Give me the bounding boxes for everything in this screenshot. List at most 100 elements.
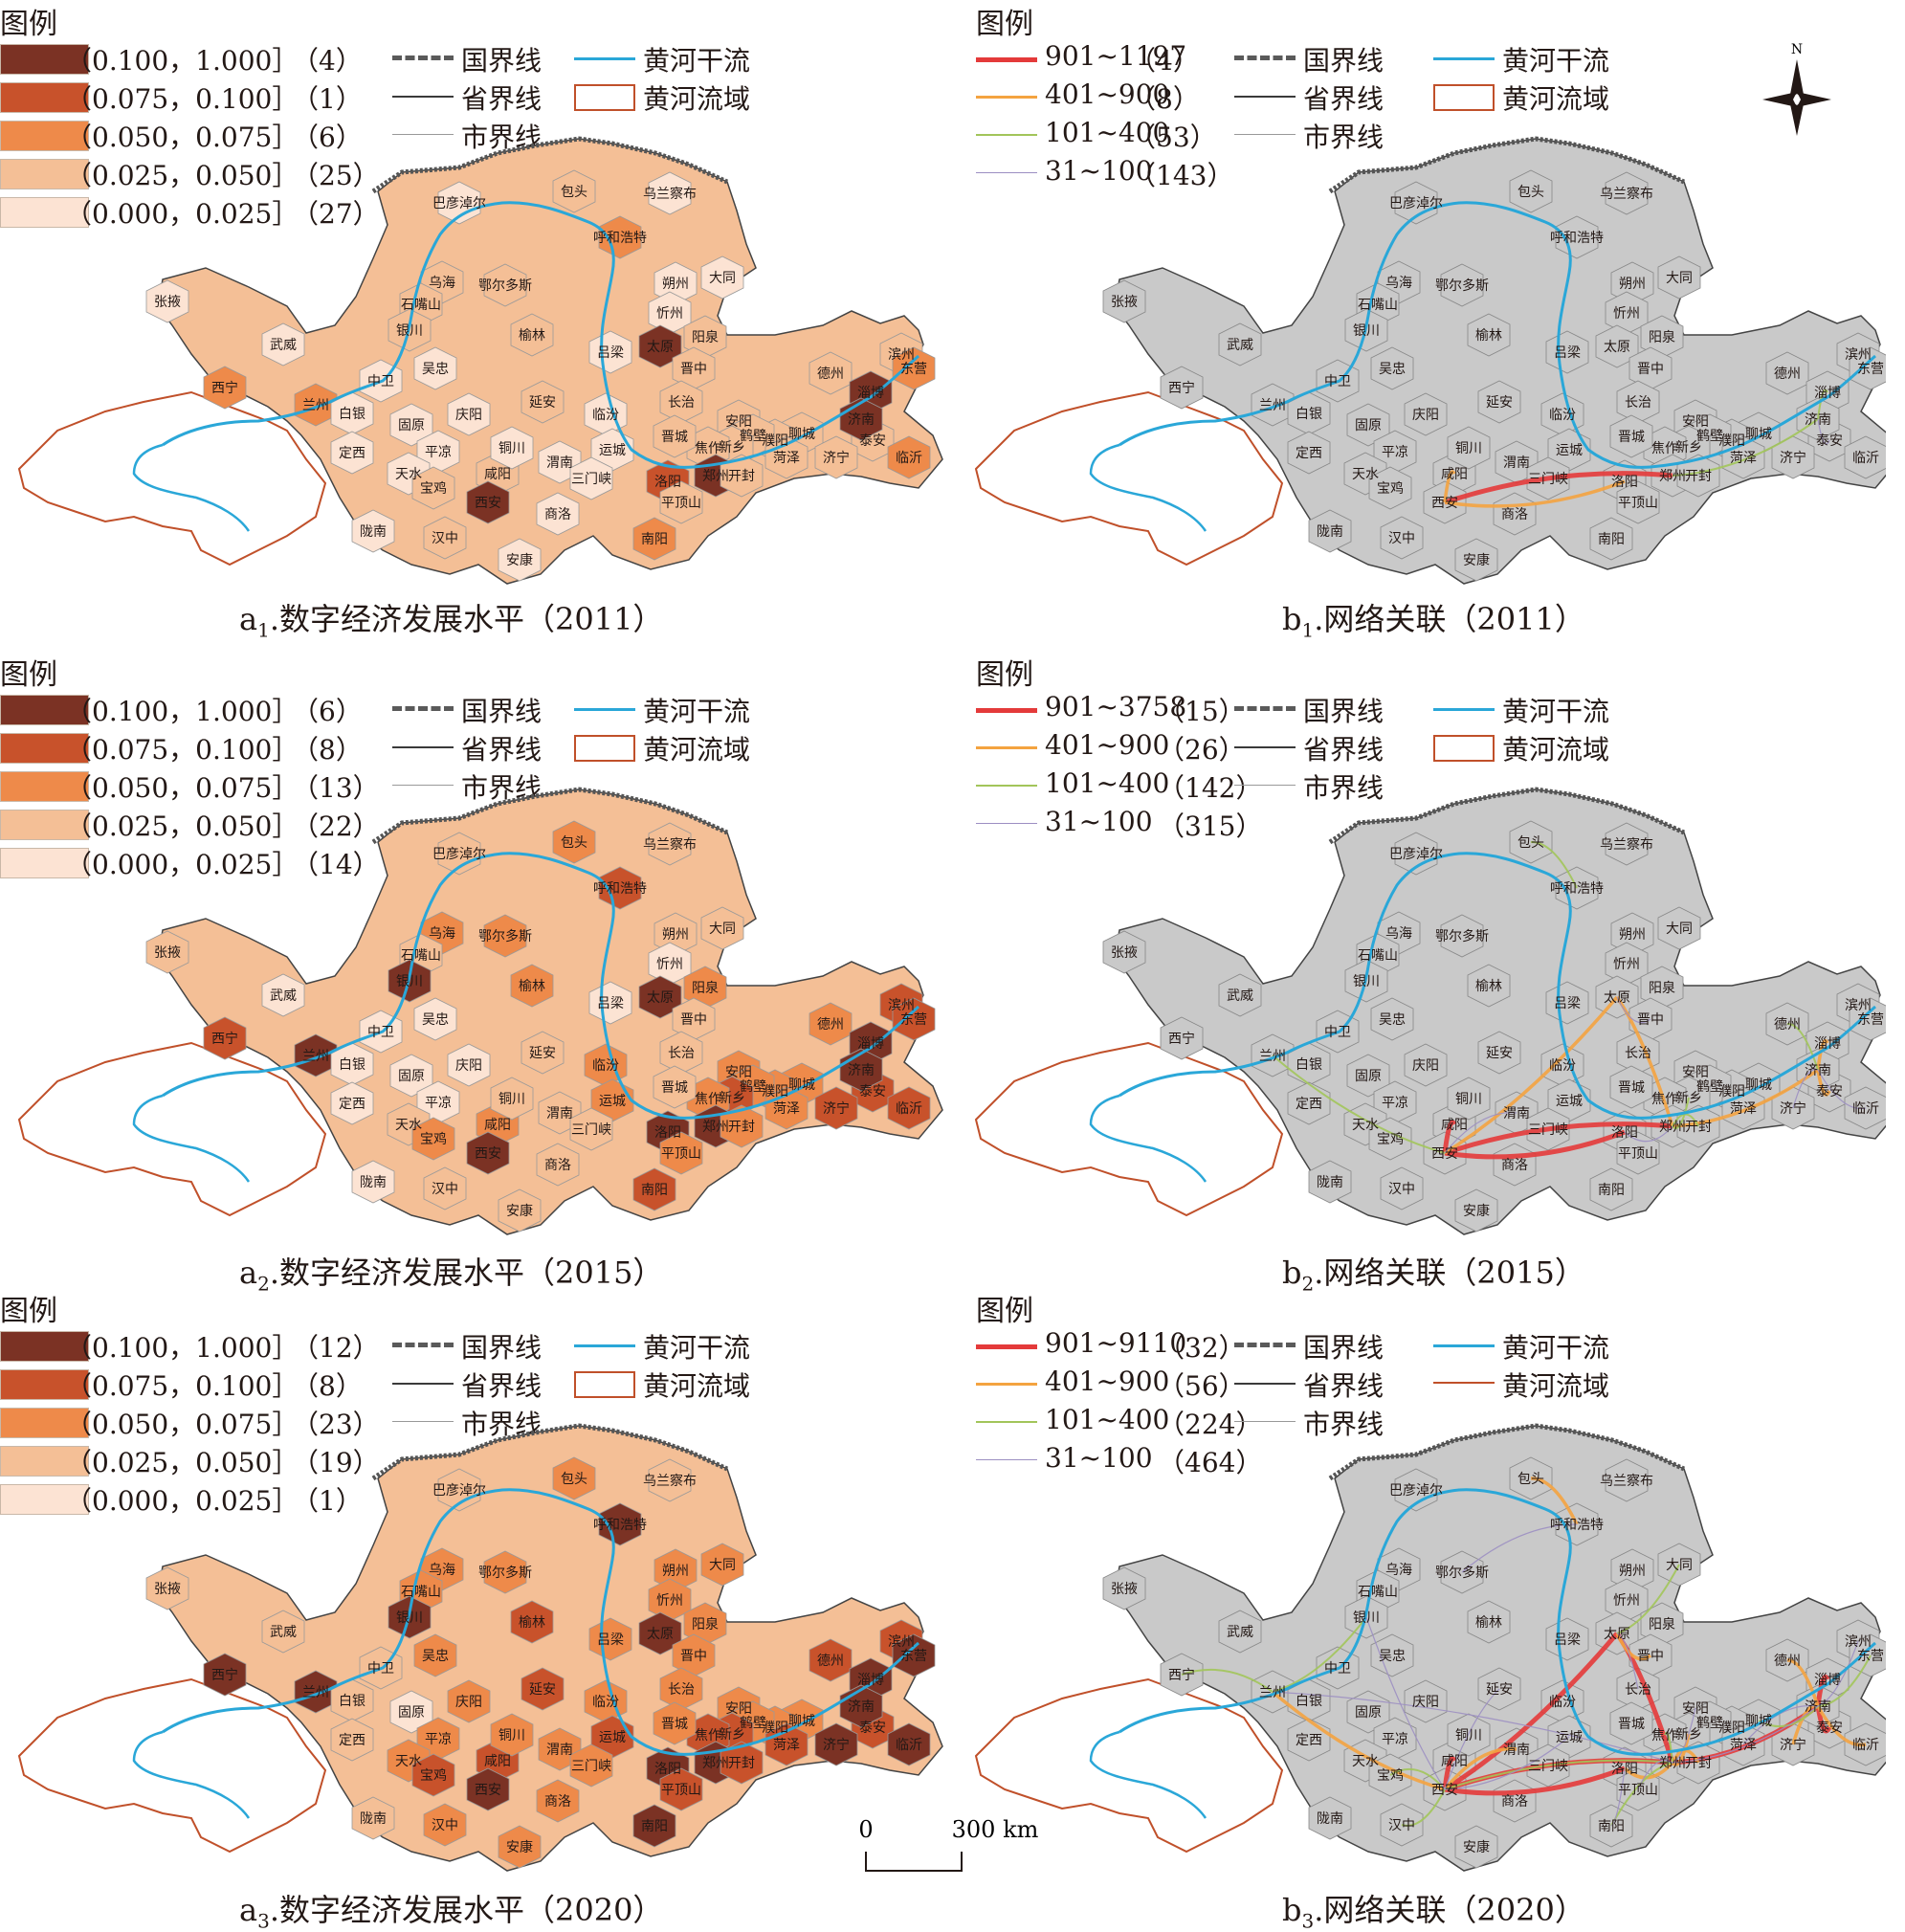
- city-label: 陇南: [360, 524, 387, 540]
- city-label: 大同: [709, 922, 736, 937]
- city-label: 洛阳: [654, 1125, 681, 1141]
- city-label: 郑州: [702, 1756, 729, 1771]
- city-label: 陇南: [360, 1811, 387, 1827]
- city-label: 鹤壁: [740, 1716, 766, 1731]
- legend-count: （53）: [1129, 122, 1217, 153]
- network-link: [1444, 1112, 1517, 1154]
- yellow-river: [1119, 1488, 1876, 1756]
- city-label: 乌海: [429, 276, 455, 291]
- city-label: 吕梁: [597, 345, 624, 361]
- city-label: 咸阳: [484, 467, 511, 482]
- city-label: 延安: [1486, 395, 1513, 411]
- city-label: 泰安: [859, 1721, 886, 1736]
- city-region: [638, 1611, 682, 1655]
- city-region: [437, 181, 481, 225]
- city-label: 陇南: [1317, 524, 1343, 540]
- city-region: [1467, 313, 1511, 357]
- national-legend-label: 国界线: [461, 45, 543, 77]
- city-region: [764, 1086, 809, 1130]
- network-link: [1443, 1632, 1619, 1792]
- network-link: [1444, 479, 1626, 508]
- city-label: 滨州: [888, 998, 915, 1013]
- legend-swatch: [0, 1331, 89, 1362]
- city-label: 白银: [339, 407, 365, 422]
- city-label: 开封: [728, 1756, 755, 1771]
- city-label: 太原: [1604, 340, 1630, 355]
- city-label: 大同: [1666, 922, 1693, 937]
- city-label: 晋中: [680, 1012, 707, 1028]
- city-region: [389, 1054, 433, 1098]
- city-region: [423, 1803, 467, 1847]
- city-region: [700, 255, 744, 300]
- city-label: 巴彦淖尔: [432, 1483, 486, 1499]
- city-label: 巴彦淖尔: [432, 196, 486, 211]
- legend-count: （32）: [1158, 1332, 1246, 1364]
- city-label: 阳泉: [692, 1616, 719, 1632]
- city-label: 郑州: [702, 469, 729, 484]
- city-region: [521, 1667, 565, 1711]
- city-label: 平顶山: [661, 1146, 701, 1162]
- network-link: [1530, 1477, 1579, 1525]
- basin-legend-sample: [1433, 84, 1495, 111]
- city-region: [1380, 1166, 1424, 1210]
- city-label: 张掖: [154, 945, 181, 961]
- city-label: 淄博: [1814, 1035, 1841, 1052]
- legend-range: （0.000，0.025］: [65, 1485, 299, 1517]
- basin-boundary: [974, 390, 1284, 566]
- city-label: 晋中: [1637, 1649, 1664, 1664]
- legend-count: （143）: [1129, 160, 1234, 191]
- city-label: 新乡: [1675, 440, 1702, 455]
- city-label: 中卫: [1324, 374, 1351, 389]
- city-label: 济南: [848, 1063, 875, 1078]
- provincial-legend-label: 省界线: [461, 83, 543, 115]
- city-region: [203, 366, 247, 410]
- provincial-legend-sample: [1234, 96, 1296, 98]
- city-label: 朔州: [662, 277, 689, 292]
- city-label: 定西: [1296, 1097, 1322, 1112]
- legend-swatch: [0, 733, 89, 764]
- city-label: 三门峡: [571, 472, 611, 487]
- city-label: 临沂: [896, 1738, 922, 1753]
- city-region: [1368, 466, 1412, 510]
- city-label: 运城: [1556, 1730, 1583, 1745]
- city-label: 济南: [848, 1699, 875, 1715]
- city-region: [638, 324, 682, 368]
- river-legend-sample: [574, 708, 635, 711]
- city-region: [720, 1104, 764, 1148]
- city-label: 铜川: [1455, 1092, 1482, 1107]
- map-caption: b3.网络关联（2020）: [1282, 1892, 1585, 1932]
- legend-count: （4）: [1129, 45, 1200, 77]
- city-region: [1467, 1600, 1511, 1644]
- network-link: [1530, 840, 1578, 889]
- legend-range: 401~900: [1045, 78, 1170, 110]
- city-region: [1287, 1081, 1331, 1125]
- scale-zero: 0: [858, 1816, 873, 1843]
- city-label: 郑州: [702, 1120, 729, 1135]
- legend-range: 31~100: [1045, 1442, 1153, 1474]
- city-region: [1160, 366, 1204, 410]
- city-region: [569, 456, 613, 500]
- city-label: 乌兰察布: [1600, 836, 1653, 853]
- city-label: 固原: [398, 418, 425, 433]
- legend-count: （13）: [292, 772, 380, 804]
- city-label: 朔州: [662, 1564, 689, 1579]
- city-label: 阳泉: [692, 980, 719, 996]
- city-label: 西安: [475, 1146, 501, 1162]
- city-region: [814, 435, 858, 479]
- city-region: [552, 169, 596, 213]
- city-label: 南阳: [641, 1183, 668, 1198]
- city-region: [653, 414, 697, 458]
- city-label: 定西: [339, 1733, 365, 1748]
- city-label: 定西: [339, 446, 365, 461]
- city-label: 兰州: [302, 1049, 329, 1064]
- city-label: 济南: [848, 412, 875, 428]
- legend-count: （6）: [292, 122, 363, 153]
- city-label: 银川: [1353, 974, 1380, 989]
- city-label: 临汾: [592, 1695, 619, 1710]
- city-label: 银川: [396, 323, 423, 339]
- city-region: [145, 930, 189, 974]
- city-region: [1404, 1043, 1448, 1087]
- link-legend-sample: [976, 57, 1037, 62]
- city-region: [588, 1617, 632, 1661]
- city-label: 鄂尔多斯: [478, 928, 532, 944]
